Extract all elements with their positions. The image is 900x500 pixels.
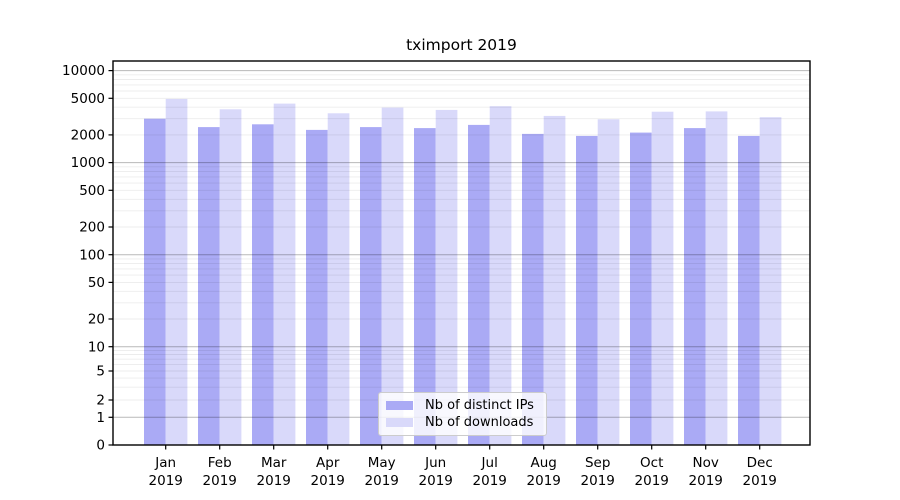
legend-label-distinct-ips: Nb of distinct IPs	[425, 397, 534, 413]
x-tick-label-month: Aug	[531, 455, 557, 471]
bar-downloads-mar	[273, 103, 296, 445]
x-tick-label-year: 2019	[743, 473, 777, 489]
bar-ips-may	[360, 127, 382, 445]
bar-ips-feb	[198, 127, 220, 445]
x-tick-label-year: 2019	[311, 473, 345, 489]
x-tick-label-month: Dec	[747, 455, 773, 471]
x-tick-label-month: Jun	[424, 455, 446, 471]
y-tick-label: 200	[79, 220, 105, 236]
x-tick-label-month: Jan	[154, 455, 176, 471]
y-axis: 0 12 5 10 20 50 100 200 500 1000 2000 5000 10000	[62, 63, 113, 454]
x-axis: Jan 2019 Feb 2019 Mar 2019 Apr 2019 May 2019 Jun 20…	[149, 445, 777, 489]
bar-ips-apr	[306, 129, 328, 445]
x-tick-label-month: Mar	[261, 455, 287, 471]
legend-swatch-downloads	[386, 418, 413, 428]
bar-downloads-nov	[705, 111, 728, 446]
x-tick-label-year: 2019	[203, 473, 237, 489]
y-tick-label: 20	[88, 312, 105, 328]
bar-ips-mar	[252, 124, 274, 446]
x-tick-label-year: 2019	[149, 473, 183, 489]
bar-downloads-dec	[759, 117, 782, 445]
y-tick-label: 10	[88, 339, 105, 355]
y-tick-label: 50	[88, 275, 105, 291]
frame	[112, 60, 811, 446]
x-tick-label-month: May	[368, 455, 396, 471]
x-tick-label-year: 2019	[257, 473, 291, 489]
x-tick-label-year: 2019	[581, 473, 615, 489]
x-tick-label-month: Sep	[585, 455, 610, 471]
bar-downloads-sep	[597, 119, 620, 446]
x-tick-label-month: Nov	[693, 455, 719, 471]
bar-ips-oct	[630, 132, 652, 445]
bar-downloads-oct	[651, 111, 674, 445]
x-tick-label-month: Jul	[481, 455, 498, 471]
bar-ips-dec	[738, 135, 760, 445]
chart-title: tximport 2019	[406, 36, 517, 54]
bars	[144, 98, 782, 446]
bar-ips-jan	[144, 118, 166, 445]
y-tick-label: 2000	[71, 128, 105, 144]
y-tick-label: 5000	[71, 91, 105, 107]
x-tick-label-year: 2019	[419, 473, 453, 489]
bar-downloads-jan	[165, 98, 188, 446]
legend: Nb of distinct IPs Nb of downloads	[378, 392, 547, 436]
bar-ips-sep	[576, 135, 598, 445]
x-tick-label-year: 2019	[689, 473, 723, 489]
legend-swatch-distinct-ips	[386, 400, 413, 410]
y-gridlines	[113, 70, 810, 418]
bar-ips-jun	[414, 128, 436, 445]
x-tick-label-year: 2019	[527, 473, 561, 489]
y-tick-label: 100	[79, 247, 105, 263]
plot-frame	[112, 60, 811, 446]
x-tick-label-year: 2019	[635, 473, 669, 489]
legend-item-distinct-ips: Nb of distinct IPs	[386, 398, 539, 413]
bar-downloads-apr	[327, 113, 350, 446]
bar-downloads-aug	[543, 115, 566, 446]
bar-downloads-feb	[219, 109, 242, 446]
x-tick-label-month: Oct	[640, 455, 663, 471]
x-tick-label-year: 2019	[365, 473, 399, 489]
y-tick-label: 0	[96, 438, 105, 454]
x-tick-label-month: Feb	[208, 455, 232, 471]
bar-downloads-may	[381, 107, 404, 445]
legend-item-downloads: Nb of downloads	[386, 415, 539, 430]
y-tick-label: 2	[96, 393, 105, 409]
y-tick-label: 1000	[71, 155, 105, 171]
legend-label-downloads: Nb of downloads	[425, 415, 534, 431]
x-tick-label-year: 2019	[473, 473, 507, 489]
y-tick-label: 1	[96, 410, 105, 426]
x-tick-label-month: Apr	[316, 455, 340, 471]
bar-ips-jul	[468, 124, 490, 446]
y-tick-label: 5	[96, 364, 105, 380]
bar-ips-aug	[522, 133, 544, 445]
y-tick-label: 10000	[62, 63, 105, 79]
bar-downloads-jun	[435, 109, 458, 446]
bar-ips-nov	[684, 128, 706, 445]
y-tick-label: 500	[79, 183, 105, 199]
bar-downloads-jul	[489, 106, 512, 445]
